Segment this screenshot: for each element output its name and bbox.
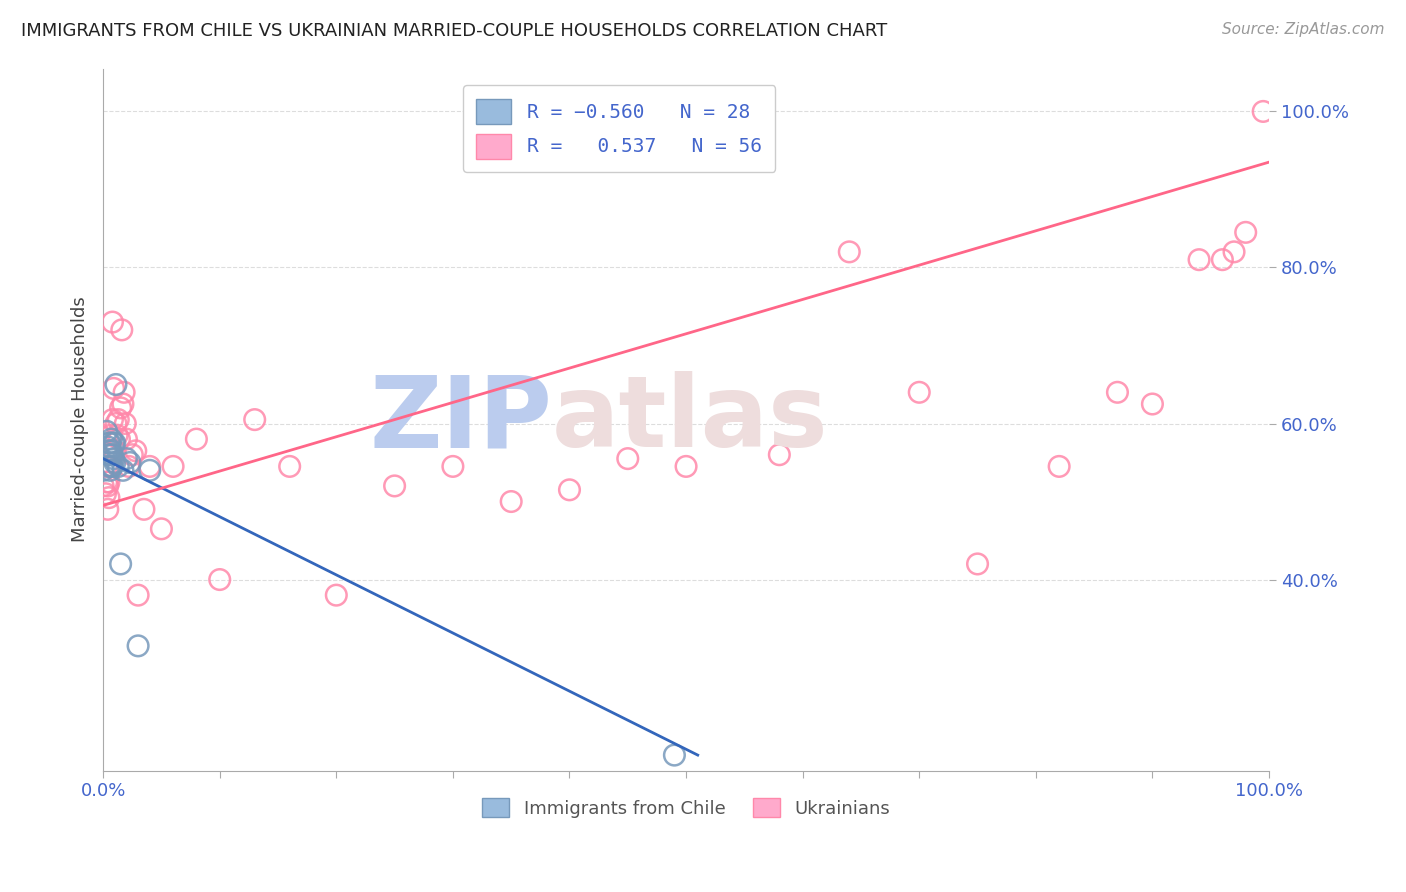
Point — [104, 377, 127, 392]
Point — [1188, 252, 1211, 267]
Point — [118, 459, 141, 474]
Point — [616, 451, 638, 466]
Point — [100, 459, 122, 474]
Point — [127, 588, 149, 602]
Point — [139, 459, 162, 474]
Point — [100, 428, 122, 442]
Point — [1234, 225, 1257, 239]
Point — [125, 443, 148, 458]
Point — [98, 448, 121, 462]
Point — [115, 432, 138, 446]
Point — [104, 436, 127, 450]
Point — [127, 639, 149, 653]
Y-axis label: Married-couple Households: Married-couple Households — [72, 297, 89, 542]
Point — [278, 459, 301, 474]
Point — [384, 479, 406, 493]
Point — [97, 502, 120, 516]
Point — [97, 440, 120, 454]
Point — [97, 479, 120, 493]
Point — [186, 432, 208, 446]
Point — [104, 456, 127, 470]
Point — [768, 448, 790, 462]
Point — [103, 451, 125, 466]
Point — [243, 412, 266, 426]
Point — [97, 491, 120, 505]
Point — [98, 459, 121, 474]
Point — [132, 502, 155, 516]
Point — [1107, 385, 1129, 400]
Point — [150, 522, 173, 536]
Point — [94, 487, 117, 501]
Point — [96, 459, 118, 474]
Point — [97, 443, 120, 458]
Point — [1211, 252, 1233, 267]
Point — [101, 459, 124, 474]
Point — [162, 459, 184, 474]
Point — [441, 459, 464, 474]
Point — [110, 557, 132, 571]
Text: IMMIGRANTS FROM CHILE VS UKRAINIAN MARRIED-COUPLE HOUSEHOLDS CORRELATION CHART: IMMIGRANTS FROM CHILE VS UKRAINIAN MARRI… — [21, 22, 887, 40]
Point — [96, 475, 118, 489]
Text: atlas: atlas — [553, 371, 828, 468]
Point — [1223, 244, 1246, 259]
Point — [98, 436, 121, 450]
Point — [97, 475, 120, 489]
Point — [110, 401, 132, 415]
Point — [96, 425, 118, 439]
Point — [675, 459, 697, 474]
Point — [91, 463, 114, 477]
Point — [91, 479, 114, 493]
Point — [107, 412, 129, 426]
Point — [664, 748, 686, 763]
Point — [107, 459, 129, 474]
Point — [101, 315, 124, 329]
Point — [100, 432, 122, 446]
Point — [558, 483, 581, 497]
Point — [115, 451, 138, 466]
Point — [108, 432, 131, 446]
Point — [118, 456, 141, 470]
Point — [104, 417, 127, 431]
Point — [104, 443, 127, 458]
Point — [966, 557, 988, 571]
Point — [501, 494, 523, 508]
Point — [139, 463, 162, 477]
Point — [97, 436, 120, 450]
Point — [111, 463, 134, 477]
Point — [103, 381, 125, 395]
Point — [838, 244, 860, 259]
Point — [97, 459, 120, 474]
Point — [121, 448, 143, 462]
Point — [98, 463, 121, 477]
Point — [101, 448, 124, 462]
Legend: Immigrants from Chile, Ukrainians: Immigrants from Chile, Ukrainians — [475, 791, 897, 825]
Point — [105, 428, 128, 442]
Point — [114, 417, 136, 431]
Text: Source: ZipAtlas.com: Source: ZipAtlas.com — [1222, 22, 1385, 37]
Point — [111, 323, 134, 337]
Point — [1142, 397, 1164, 411]
Point — [112, 385, 135, 400]
Point — [325, 588, 347, 602]
Point — [1047, 459, 1070, 474]
Point — [98, 443, 121, 458]
Text: ZIP: ZIP — [370, 371, 553, 468]
Point — [208, 573, 231, 587]
Point — [103, 436, 125, 450]
Point — [100, 443, 122, 458]
Point — [908, 385, 931, 400]
Point — [101, 412, 124, 426]
Point — [111, 397, 134, 411]
Point — [1251, 104, 1274, 119]
Point — [97, 448, 120, 462]
